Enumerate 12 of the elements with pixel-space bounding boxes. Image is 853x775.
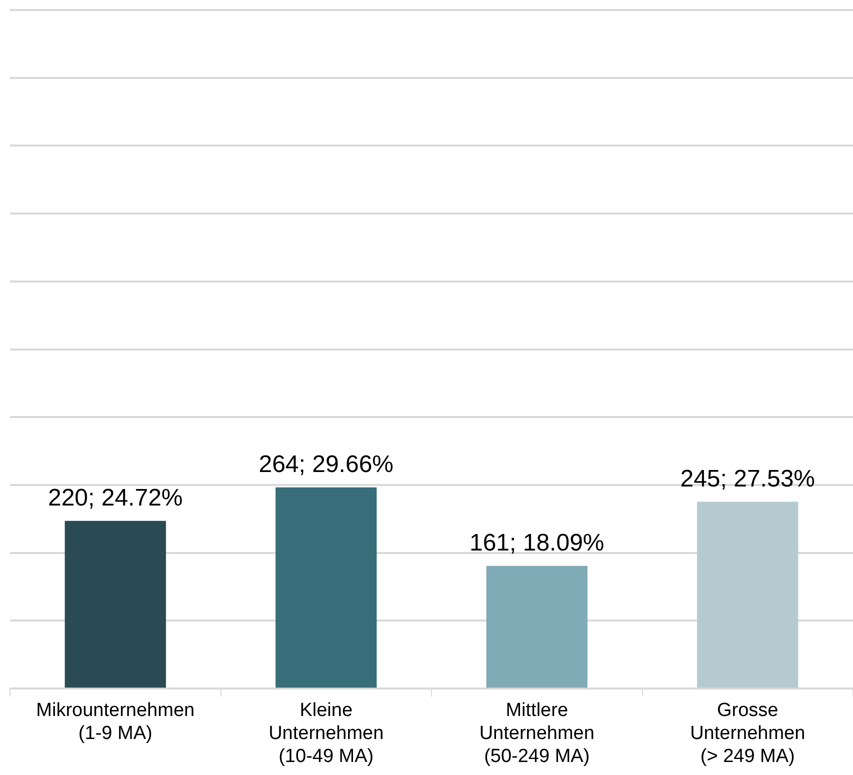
x-tick-label: Mittlere Unternehmen (50-249 MA) bbox=[479, 700, 594, 767]
x-tick-label: Grosse Unternehmen (> 249 MA) bbox=[690, 700, 806, 767]
x-tick-label: Mikrounternehmen (1-9 MA) bbox=[36, 700, 195, 744]
data-label: 245; 27.53% bbox=[680, 465, 816, 492]
bar bbox=[64, 520, 166, 688]
bar bbox=[276, 487, 377, 688]
data-label: 264; 29.66% bbox=[258, 450, 394, 478]
bar bbox=[486, 566, 588, 688]
bar bbox=[697, 502, 798, 688]
x-tick-label: Kleine Unternehmen (10-49 MA) bbox=[268, 700, 384, 767]
data-label: 220; 24.72% bbox=[48, 484, 183, 512]
data-label: 161; 18.09% bbox=[469, 529, 604, 556]
